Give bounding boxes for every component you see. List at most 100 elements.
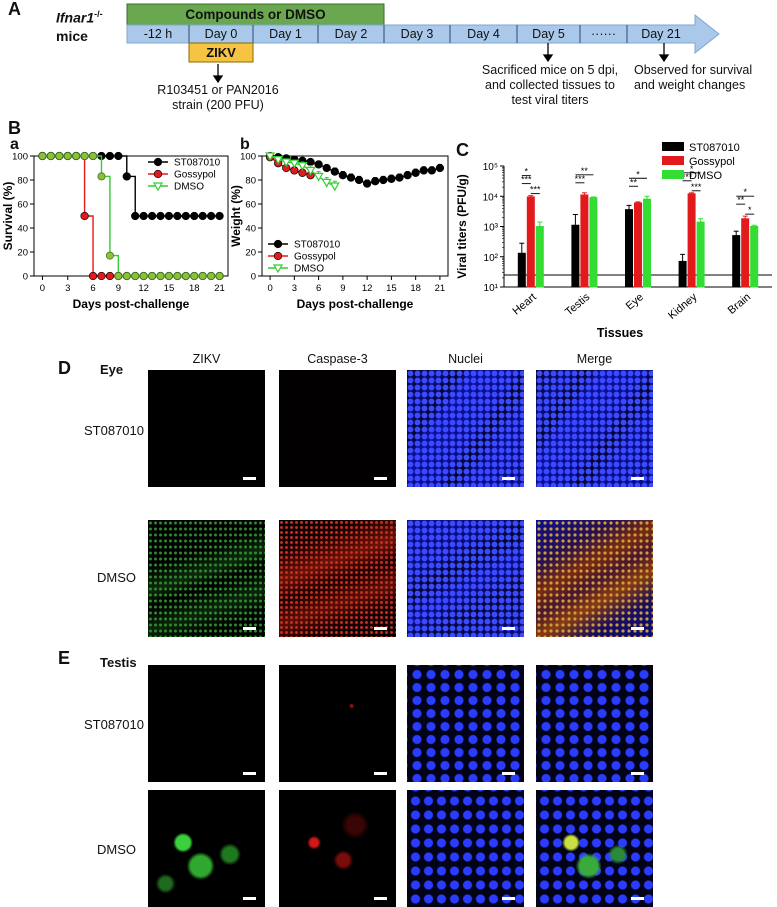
panel-a-label: A [8, 0, 21, 19]
observe-note-line: Observed for survival [634, 63, 753, 77]
data-point [435, 163, 445, 173]
y-tick-label: 100 [12, 152, 28, 163]
y-tick-label: 10³ [484, 223, 499, 234]
series-dmso [38, 151, 224, 280]
x-axis-label: Days post-challenge [297, 297, 414, 311]
observe-note-line: and weight changes [634, 78, 746, 92]
data-point [411, 168, 420, 177]
y-tick-label: 10⁴ [483, 192, 498, 203]
observe-note: Observed for survival and weight changes [634, 63, 774, 93]
timeline-tick: Day 5 [532, 27, 565, 41]
testis-st-nuclei-image [407, 665, 524, 782]
bar-gossypol [580, 194, 589, 288]
bar-gossypol [526, 196, 535, 288]
titers-chart: 10¹ 10² 10³ 10⁴ 10⁵ Viral titers (PFU/g) Tissu… [455, 142, 772, 340]
bar-gossypol [741, 218, 750, 288]
data-point [206, 211, 216, 221]
y-tick-label: 80 [245, 176, 256, 187]
data-point [173, 271, 182, 280]
y-tick-label: 20 [17, 248, 28, 259]
x-tick-label: 21 [214, 283, 225, 294]
timeline-tick: Day 2 [334, 27, 368, 41]
scale-bar [631, 477, 644, 480]
legend-marker [152, 182, 164, 192]
data-point [289, 159, 300, 169]
timeline-diagram [126, 3, 720, 84]
y-tick-label: 60 [17, 200, 28, 211]
sacrifice-note-line: and collected tissues to [485, 78, 615, 92]
legend-label: DMSO [689, 170, 722, 182]
data-point [379, 175, 388, 185]
data-point [313, 172, 324, 182]
panel-d-tissue: Eye [100, 362, 124, 377]
data-point [419, 166, 428, 175]
legend-swatch [662, 170, 684, 179]
row-label-eye-dmso: DMSO [97, 570, 136, 585]
data-point [207, 271, 216, 280]
testis-dmso-merge-image [536, 790, 653, 907]
y-axis-label: Weight (%) [230, 185, 243, 247]
timeline-tick: Day 21 [641, 27, 681, 41]
y-tick-label: 10² [484, 253, 499, 264]
eye-st-merge-image [536, 370, 653, 487]
row-label-testis-dmso: DMSO [97, 842, 136, 857]
legend-label: ST087010 [294, 240, 341, 251]
significance-stars: * [636, 169, 640, 179]
data-point [131, 211, 140, 221]
panel-b-label: B [8, 118, 21, 138]
eye-st-caspase-image [279, 370, 396, 487]
data-point [46, 151, 55, 160]
data-point [139, 211, 148, 221]
data-point [72, 151, 81, 160]
y-tick-label: 40 [245, 224, 256, 235]
scale-bar [631, 627, 644, 630]
data-point [330, 167, 339, 176]
row-label-testis-st087010: ST087010 [84, 717, 144, 732]
x-tick-label: 6 [316, 283, 321, 294]
data-point [215, 271, 224, 280]
scale-bar [631, 772, 644, 775]
scale-bar [243, 897, 256, 900]
data-point [314, 160, 323, 169]
mice-label: Ifnar1-/- mice [56, 5, 103, 45]
row-label-eye-st087010: ST087010 [84, 423, 144, 438]
mice-gene: Ifnar1 [56, 9, 95, 26]
bar-dmso [589, 197, 598, 288]
strain-note: R103451 or PAN2016 strain (200 PFU) [138, 83, 298, 113]
strain-note-line: R103451 or PAN2016 [157, 83, 279, 97]
panel-c-label: C [456, 140, 469, 160]
y-tick-label: 20 [245, 248, 256, 259]
legend-label: ST087010 [689, 142, 740, 154]
legend-label: Gossypol [294, 252, 336, 263]
col-label-nuclei: Nuclei [448, 352, 483, 366]
data-point [198, 271, 207, 280]
x-tick-label: Heart [510, 291, 538, 317]
data-point [105, 271, 115, 281]
bar-dmso [696, 221, 705, 288]
legend-label: ST087010 [174, 158, 221, 169]
x-tick-label: 9 [340, 283, 345, 294]
data-point [164, 211, 174, 221]
scale-bar [374, 897, 387, 900]
data-point [114, 151, 123, 161]
data-point [306, 157, 315, 167]
x-tick-label: 18 [410, 283, 421, 294]
data-point [346, 173, 356, 182]
y-tick-label: 10¹ [484, 283, 499, 294]
zikv-bar [188, 42, 254, 63]
testis-st-zikv-image [148, 665, 265, 782]
data-point [147, 211, 157, 221]
data-point [181, 211, 190, 221]
x-tick-label: 3 [65, 283, 70, 294]
data-point [122, 172, 131, 181]
data-point [148, 271, 157, 280]
significance-stars: * [525, 167, 529, 177]
data-point [156, 211, 165, 221]
x-tick-label: 12 [362, 283, 373, 294]
x-tick-label: 15 [386, 283, 397, 294]
data-point [190, 211, 199, 221]
bar-dmso [750, 226, 759, 288]
bar-st087010 [678, 260, 687, 288]
scale-bar [374, 627, 387, 630]
